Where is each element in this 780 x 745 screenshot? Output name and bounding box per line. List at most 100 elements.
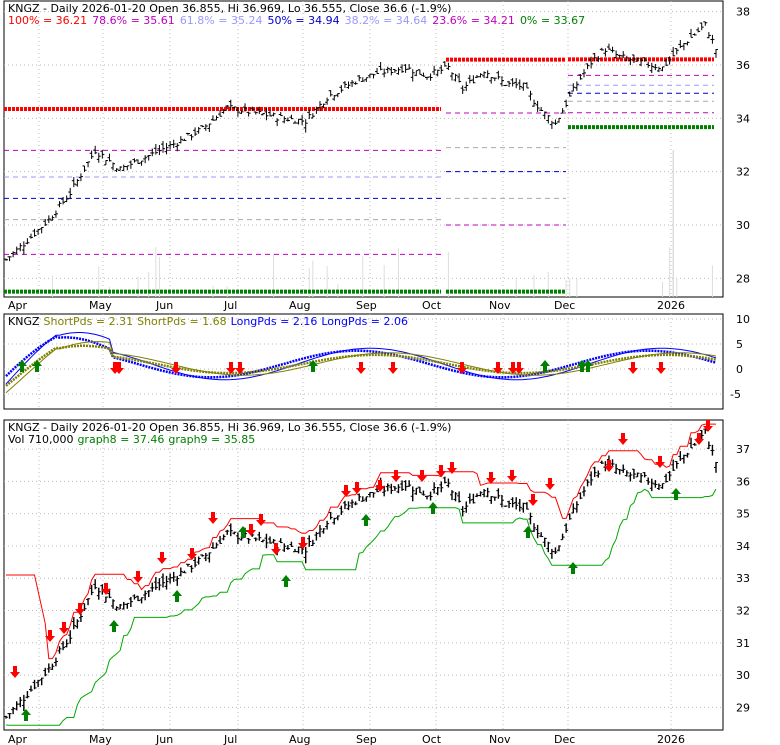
panel2-frame: [3, 313, 724, 410]
up-arrow: [577, 360, 587, 372]
x-tick-label: Jul: [223, 733, 237, 745]
graph9-label: graph9 = 35.85: [168, 433, 255, 446]
longpds-line-1: [5, 332, 717, 385]
panel3-title: KNGZ - Daily 2026-01-20 Open 36.855, Hi …: [8, 421, 451, 434]
down-arrow: [391, 470, 401, 482]
fib-236-label: 23.6% = 34.21: [432, 14, 515, 27]
down-arrow: [133, 571, 143, 583]
down-arrow: [271, 543, 281, 555]
down-arrow: [447, 462, 457, 474]
down-arrow: [187, 548, 197, 560]
y-tick-label-p1: 34: [736, 112, 750, 125]
panel3-marks: [4, 420, 718, 726]
down-arrow: [375, 480, 385, 492]
x-tick-label: Sep: [356, 733, 377, 745]
down-arrow: [628, 362, 638, 374]
down-arrow: [10, 666, 20, 678]
shortpds-1: ShortPds = 2.31: [44, 315, 134, 328]
lower-stop-line: [5, 488, 717, 726]
down-arrow: [457, 362, 467, 374]
fib-786-label: 78.6% = 35.61: [92, 14, 175, 27]
x-tick-label: Jul: [223, 299, 237, 312]
y-tick-label-p3: 37: [736, 443, 750, 456]
shortpds-line-2: [5, 344, 717, 387]
panel1-title: KNGZ - Daily 2026-01-20 Open 36.855, Hi …: [8, 2, 451, 15]
down-arrow: [417, 470, 427, 482]
down-arrow: [436, 465, 446, 477]
x-tick-label: Jun: [155, 299, 173, 312]
x-tick-label: Dec: [554, 299, 575, 312]
x-tick-label: Aug: [289, 299, 310, 312]
fib-100-label: 100% = 36.21: [8, 14, 87, 27]
y-tick-label-p3: 33: [736, 572, 750, 585]
x-tick-label: Aug: [289, 733, 310, 745]
down-arrow: [298, 537, 308, 549]
up-arrow: [568, 562, 578, 574]
shortpds-2: ShortPds = 1.68: [137, 315, 227, 328]
down-arrow: [75, 603, 85, 615]
fib-618-label: 61.8% = 35.24: [180, 14, 263, 27]
volume-label: Vol 710,000: [8, 433, 73, 446]
down-arrow: [514, 362, 524, 374]
down-arrow: [208, 512, 218, 524]
panel1-marks: [4, 21, 718, 297]
up-arrow: [361, 514, 371, 526]
x-tick-label: 2026: [657, 733, 685, 745]
down-arrow: [545, 478, 555, 490]
fib-0-label: 0% = 33.67: [520, 14, 585, 27]
up-arrow: [32, 360, 42, 372]
up-arrow: [172, 590, 182, 602]
down-arrow: [508, 362, 518, 374]
x-tick-label: Apr: [8, 299, 28, 312]
panel3-legend: Vol 710,000 graph8 = 37.46 graph9 = 35.85: [8, 433, 255, 446]
x-tick-label: Jun: [155, 733, 173, 745]
x-tick-label: Apr: [8, 733, 28, 745]
up-arrow: [583, 360, 593, 372]
up-arrow: [428, 502, 438, 514]
up-arrow: [238, 526, 248, 538]
y-tick-label-p2: 5: [736, 338, 743, 351]
down-arrow: [493, 362, 503, 374]
x-tick-label: Oct: [422, 733, 442, 745]
down-arrow: [235, 362, 245, 374]
x-tick-label: Nov: [489, 299, 511, 312]
x-tick-label: Nov: [489, 733, 511, 745]
down-arrow: [486, 472, 496, 484]
up-arrow: [109, 620, 119, 632]
x-tick-label: Dec: [554, 733, 575, 745]
down-arrow: [528, 494, 538, 506]
x-tick-label: May: [89, 299, 112, 312]
down-arrow: [694, 433, 704, 445]
y-tick-label-p1: 38: [736, 6, 750, 19]
up-arrow: [281, 575, 291, 587]
longpds-line-2: [5, 335, 717, 379]
fib-legend: 100% = 36.21 78.6% = 35.61 61.8% = 35.24 50…: [8, 14, 585, 27]
up-arrow: [523, 526, 533, 538]
down-arrow: [45, 630, 55, 642]
panel2-legend: KNGZ ShortPds = 2.31 ShortPds = 1.68 LongPd…: [8, 315, 408, 328]
x-tick-label: 2026: [657, 299, 685, 312]
y-tick-label-p1: 28: [736, 272, 750, 285]
longpds-2: LongPds = 2.06: [321, 315, 408, 328]
up-arrow: [21, 709, 31, 721]
y-tick-label-p1: 32: [736, 166, 750, 179]
down-arrow: [226, 362, 236, 374]
down-arrow: [171, 362, 181, 374]
x-tick-label: Sep: [356, 299, 377, 312]
panel2-marks: [5, 332, 717, 394]
y-tick-label-p2: 10: [736, 313, 750, 326]
fib-50-label: 50% = 34.94: [267, 14, 339, 27]
panel2-title: KNGZ: [8, 315, 40, 328]
down-arrow: [604, 460, 614, 472]
y-tick-label-p3: 35: [736, 508, 750, 521]
longpds-1: LongPds = 2.16: [231, 315, 318, 328]
down-arrow: [157, 552, 167, 564]
y-tick-label-p3: 31: [736, 637, 750, 650]
down-arrow: [356, 362, 366, 374]
panel3-frame: [3, 419, 724, 731]
y-tick-label-p2: 0: [736, 363, 743, 376]
down-arrow: [59, 622, 69, 634]
down-arrow: [703, 420, 713, 432]
down-arrow: [256, 514, 266, 526]
panel1-frame: [3, 0, 724, 298]
